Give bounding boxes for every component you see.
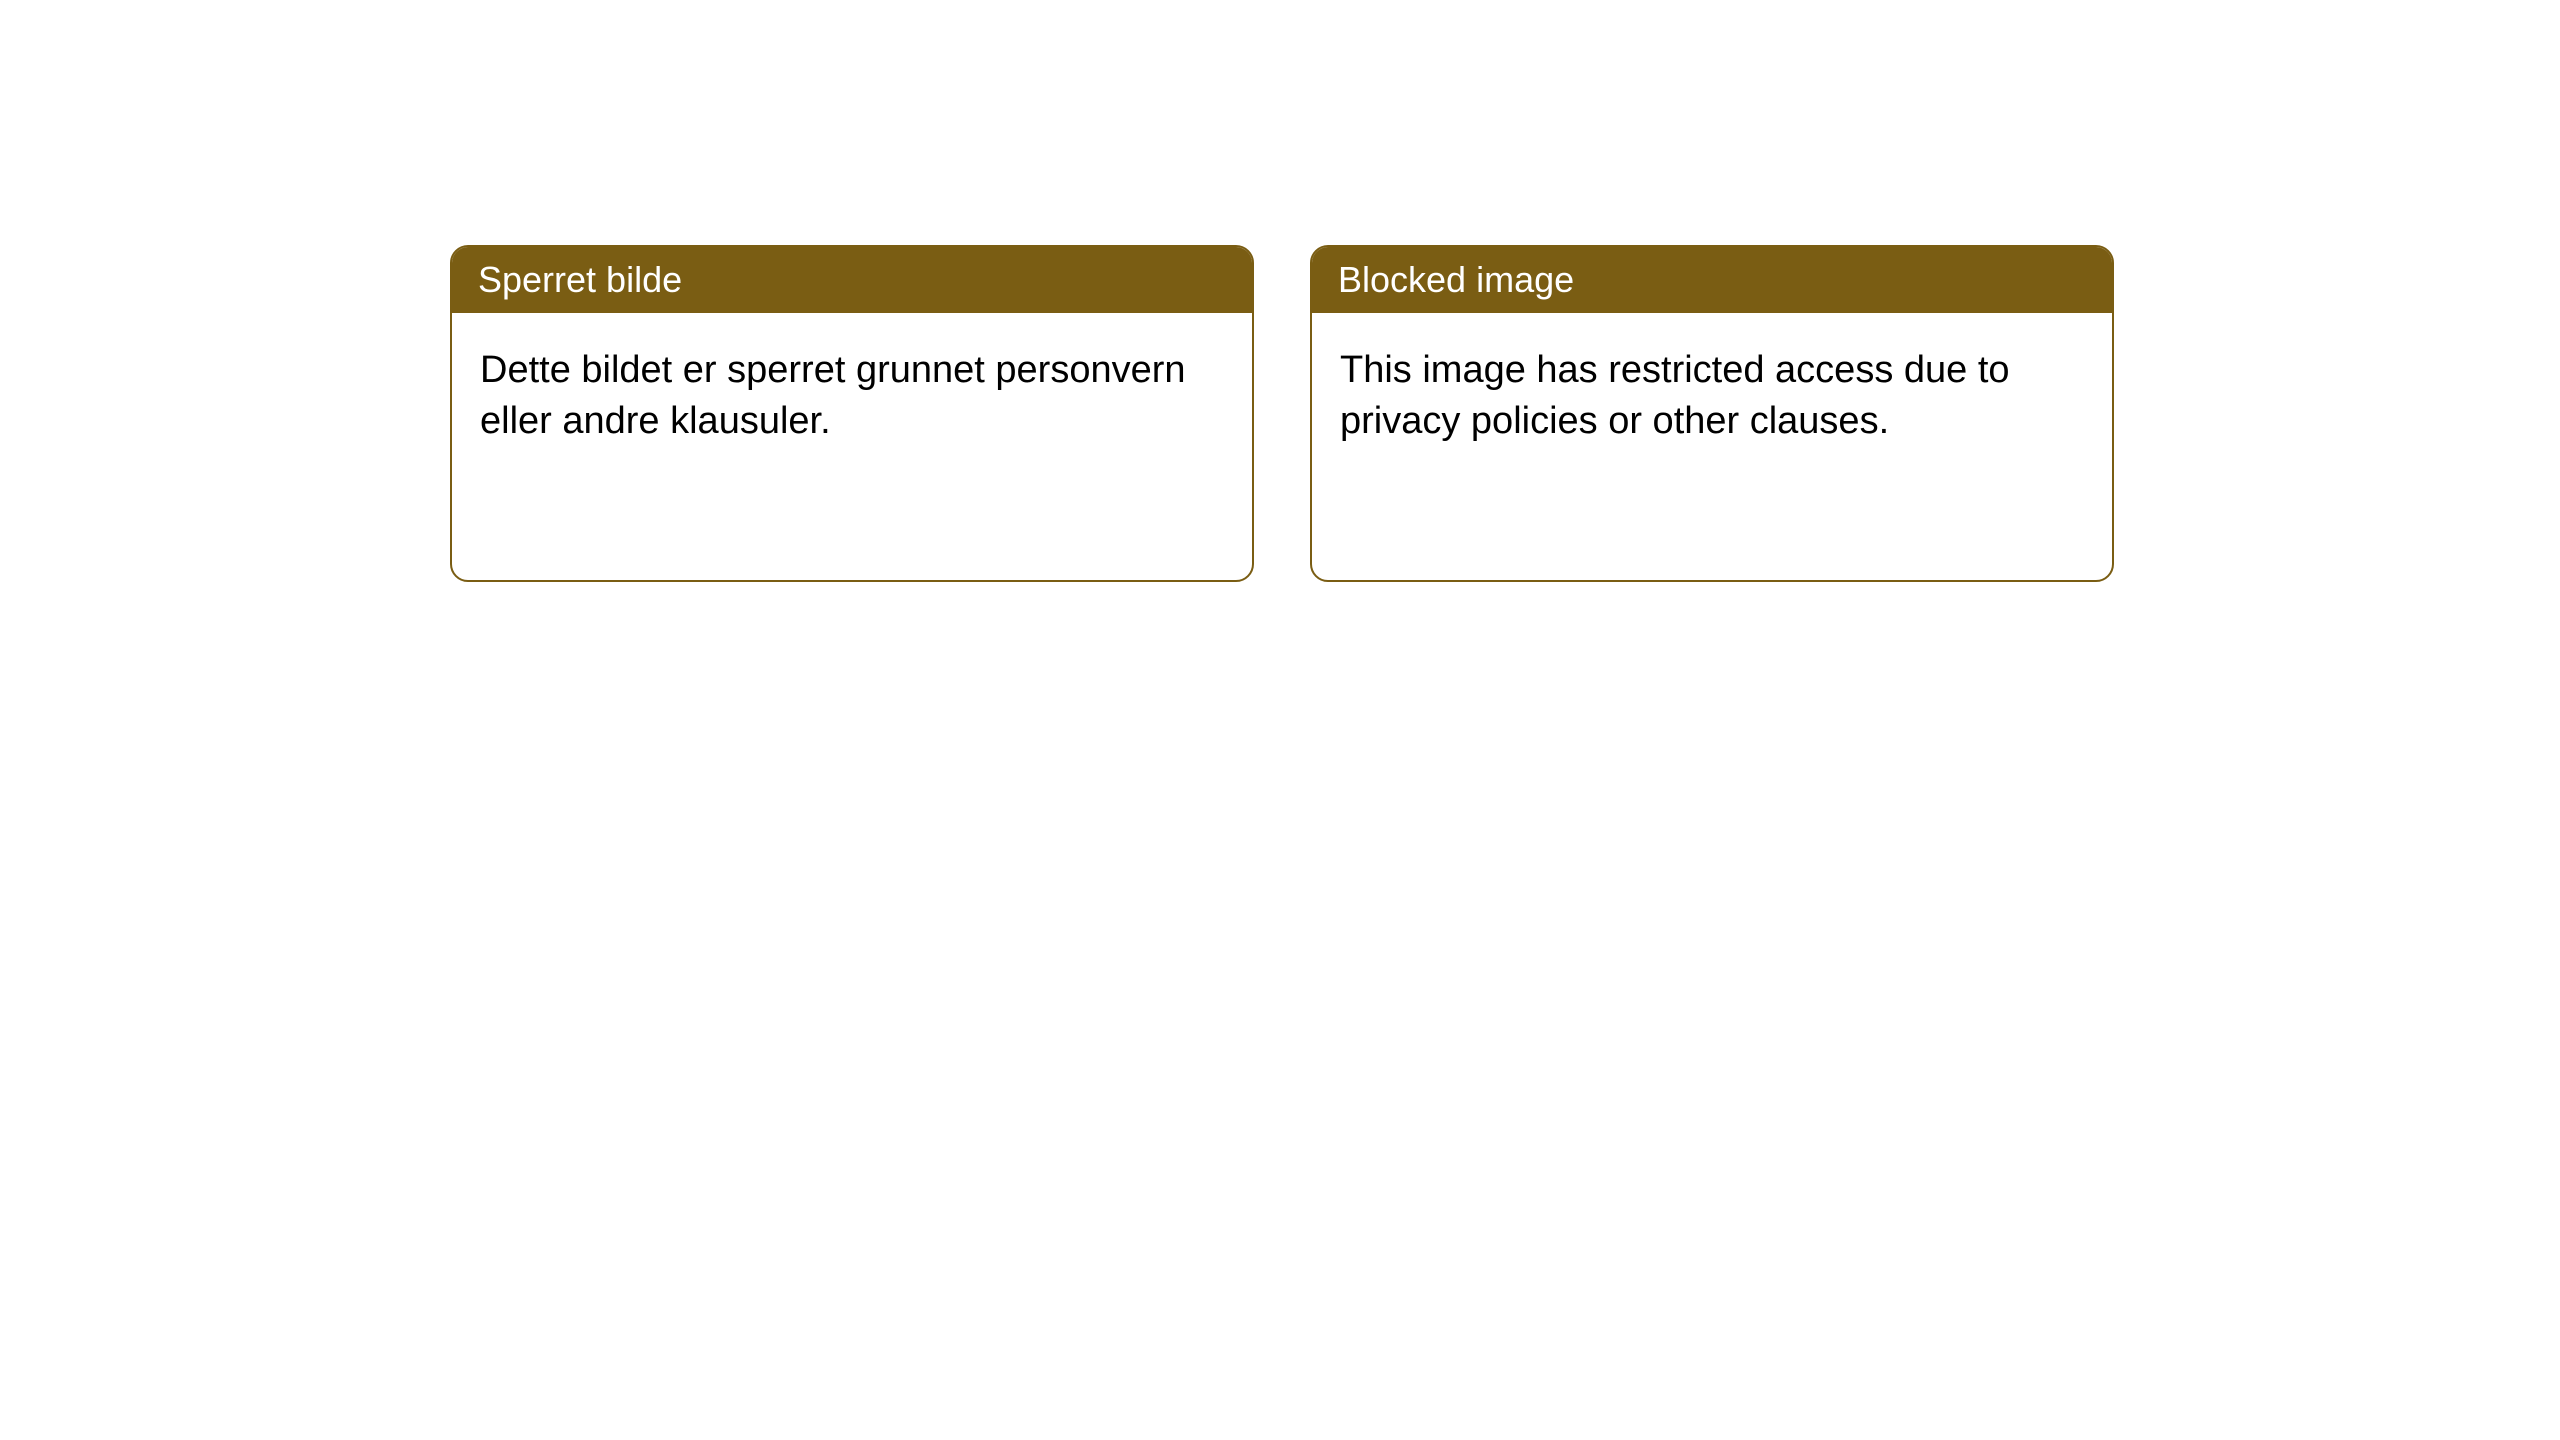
notice-header-english: Blocked image	[1312, 247, 2112, 313]
notice-title-norwegian: Sperret bilde	[478, 259, 682, 300]
notice-card-norwegian: Sperret bilde Dette bildet er sperret gr…	[450, 245, 1254, 582]
notice-text-norwegian: Dette bildet er sperret grunnet personve…	[480, 349, 1186, 442]
notice-body-norwegian: Dette bildet er sperret grunnet personve…	[452, 313, 1252, 480]
notice-text-english: This image has restricted access due to …	[1340, 349, 2010, 442]
notice-container: Sperret bilde Dette bildet er sperret gr…	[450, 245, 2114, 582]
notice-title-english: Blocked image	[1338, 259, 1574, 300]
notice-header-norwegian: Sperret bilde	[452, 247, 1252, 313]
notice-card-english: Blocked image This image has restricted …	[1310, 245, 2114, 582]
notice-body-english: This image has restricted access due to …	[1312, 313, 2112, 480]
